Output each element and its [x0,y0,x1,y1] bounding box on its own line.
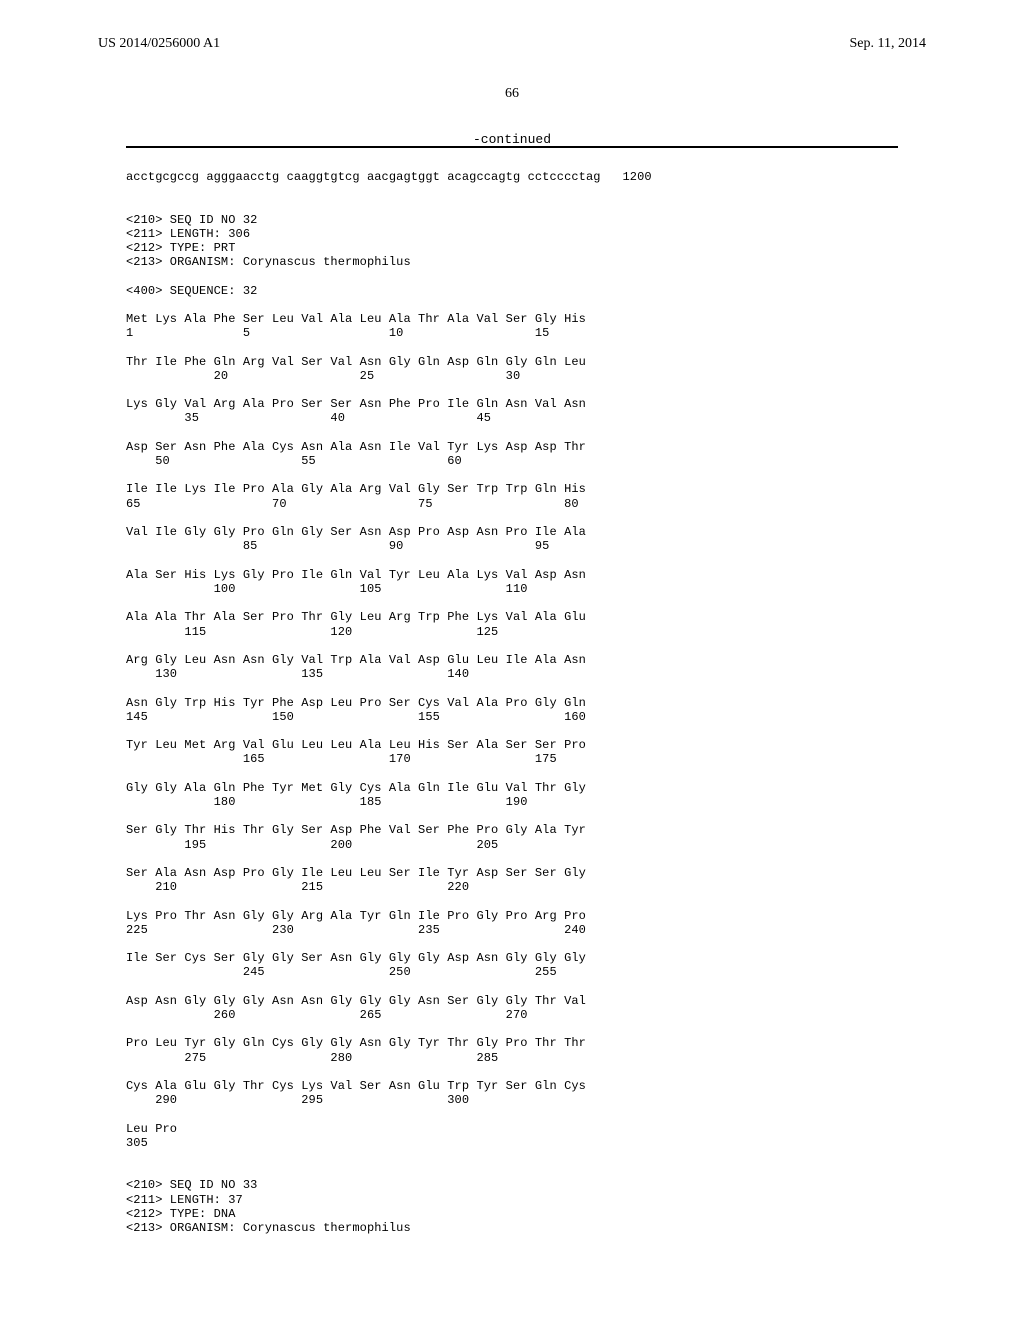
page-number: 66 [0,86,1024,102]
continued-label: -continued [0,132,1024,147]
page-root: US 2014/0256000 A1 Sep. 11, 2014 66 -con… [0,0,1024,1320]
publication-number: US 2014/0256000 A1 [98,36,220,52]
sequence-listing: acctgcgccg agggaacctg caaggtgtcg aacgagt… [126,170,898,1235]
horizontal-rule-top [126,146,898,148]
publication-date: Sep. 11, 2014 [850,36,926,52]
